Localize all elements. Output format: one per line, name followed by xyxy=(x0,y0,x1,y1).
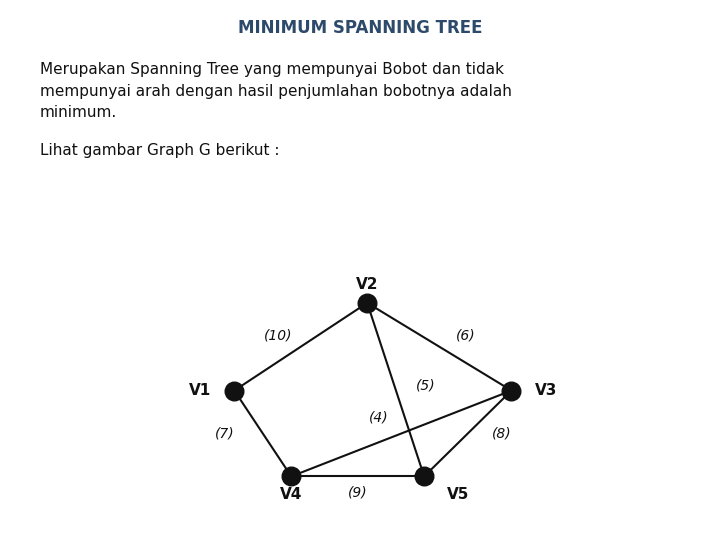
Text: V4: V4 xyxy=(280,487,302,502)
Text: (7): (7) xyxy=(215,427,235,441)
Text: (5): (5) xyxy=(416,379,436,393)
Text: Merupakan Spanning Tree yang mempunyai Bobot dan tidak: Merupakan Spanning Tree yang mempunyai B… xyxy=(40,62,503,77)
Text: V1: V1 xyxy=(189,383,211,398)
Text: V5: V5 xyxy=(447,487,469,502)
Point xyxy=(418,472,430,481)
Point xyxy=(286,472,297,481)
Text: Lihat gambar Graph G berikut :: Lihat gambar Graph G berikut : xyxy=(40,143,279,158)
Text: (10): (10) xyxy=(264,329,292,343)
Text: V2: V2 xyxy=(356,277,379,292)
Text: minimum.: minimum. xyxy=(40,105,117,120)
Point xyxy=(361,299,373,307)
Text: mempunyai arah dengan hasil penjumlahan bobotnya adalah: mempunyai arah dengan hasil penjumlahan … xyxy=(40,84,511,99)
Text: MINIMUM SPANNING TREE: MINIMUM SPANNING TREE xyxy=(238,19,482,37)
Text: (6): (6) xyxy=(456,329,476,343)
Text: (8): (8) xyxy=(492,427,512,441)
Text: V3: V3 xyxy=(534,383,557,398)
Point xyxy=(505,386,517,395)
Text: (9): (9) xyxy=(348,486,367,500)
Point xyxy=(228,386,240,395)
Text: (4): (4) xyxy=(369,410,388,424)
